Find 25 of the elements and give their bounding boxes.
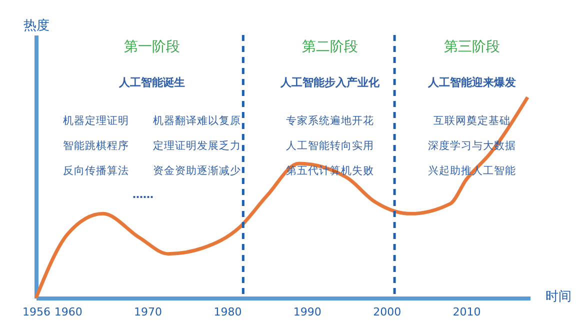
- text: 人工智能诞生: [118, 76, 185, 89]
- x-tick-label: 2010: [452, 306, 481, 318]
- annotation: 定理证明发展乏力: [153, 139, 241, 152]
- annotation: 反向传播算法: [63, 164, 129, 177]
- x-axis-title: 时间: [546, 290, 572, 304]
- text: 第二阶段: [302, 39, 358, 55]
- x-tick-label: 1980: [214, 306, 242, 318]
- annotation: ……: [132, 189, 154, 201]
- x-tick-label: 1956: [22, 306, 50, 318]
- annotation: 机器定理证明: [63, 114, 129, 127]
- annotation: 专家系统遍地开花: [286, 114, 374, 127]
- text: 第三阶段: [444, 39, 500, 55]
- text: 人工智能步入产业化: [280, 76, 380, 89]
- x-tick-label: 1990: [293, 306, 322, 318]
- annotation: 智能跳棋程序: [63, 139, 129, 152]
- annotation: 互联网奠定基础: [434, 114, 510, 127]
- annotation: 机器翻译难以复原: [153, 114, 241, 127]
- y-axis-title: 热度: [24, 18, 50, 34]
- x-tick-label: 1960: [54, 306, 82, 318]
- x-tick-label: 2000: [373, 306, 402, 318]
- annotation: 资金资助逐渐减少: [153, 164, 241, 177]
- annotation: 人工智能转向实用: [286, 139, 374, 152]
- text: 人工智能迎来爆发: [427, 76, 516, 89]
- x-tick-label: 1970: [134, 306, 162, 318]
- text: 第一阶段: [124, 39, 180, 55]
